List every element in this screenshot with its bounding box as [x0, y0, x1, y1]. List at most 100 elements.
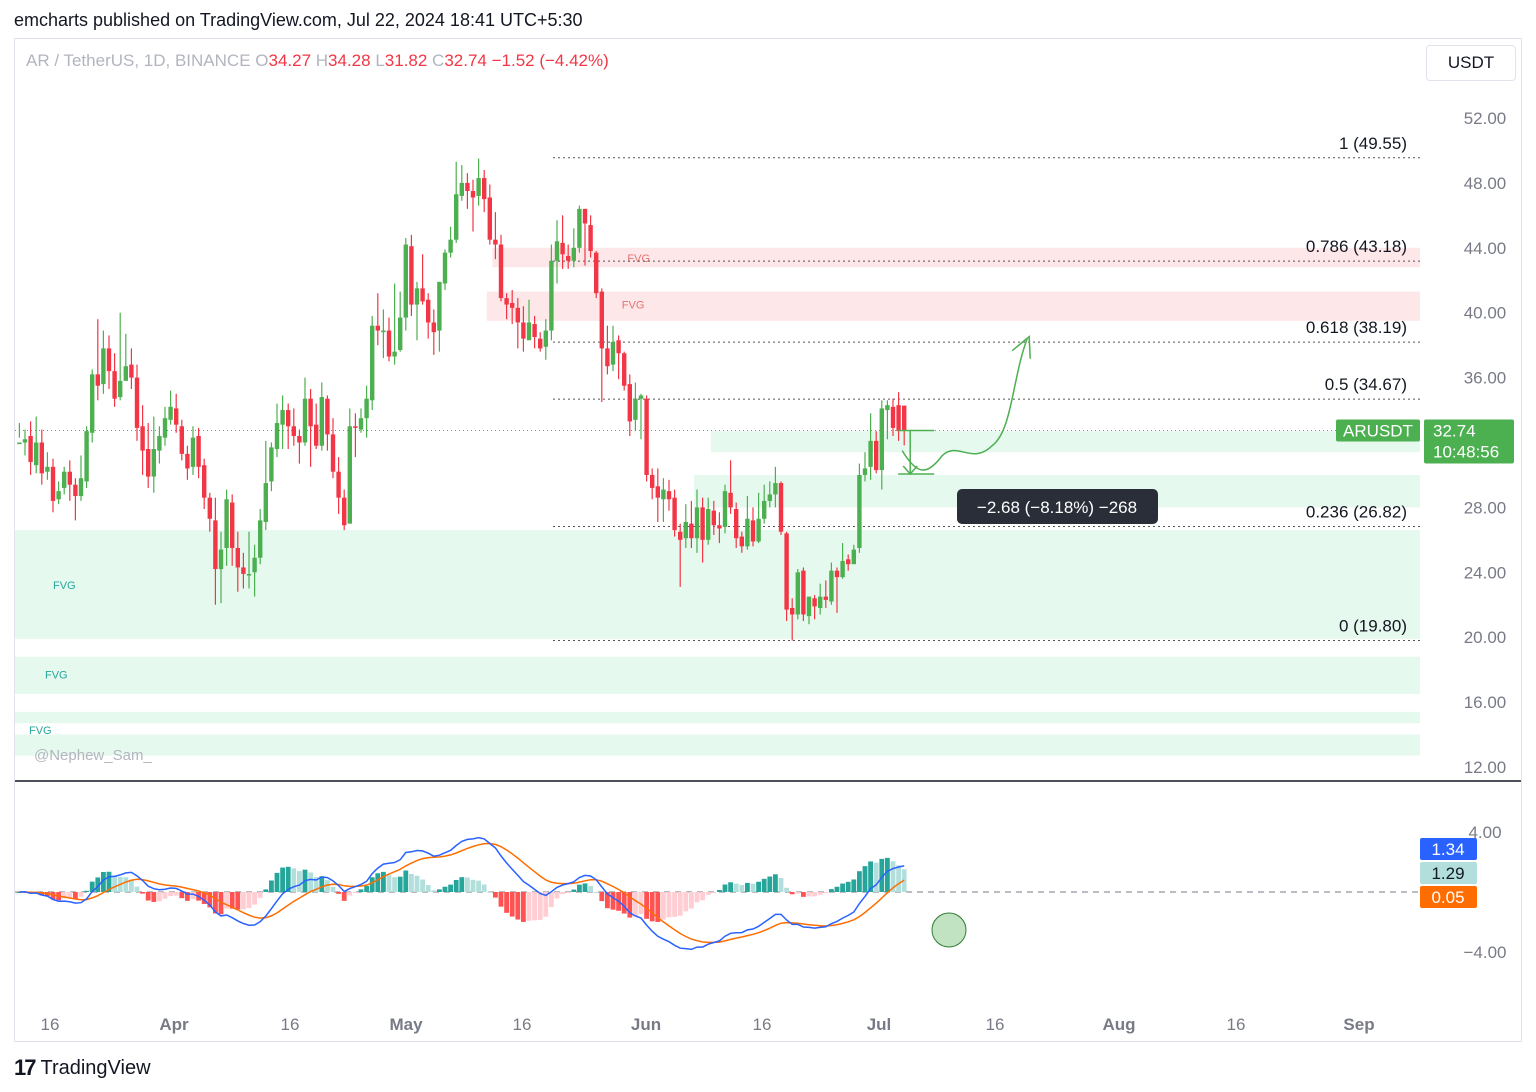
annotation-layer: −2.68 (−8.18%) −268: [898, 335, 1158, 524]
candle-body: [185, 453, 190, 469]
candle-body: [846, 559, 851, 565]
macd-histogram-bar: [582, 883, 588, 892]
candle-body: [381, 330, 386, 333]
candle-body: [168, 406, 173, 420]
candle-body: [146, 448, 151, 477]
candle-body: [409, 246, 414, 305]
macd-histogram-bar: [761, 878, 767, 892]
macd-histogram-bar: [705, 892, 711, 895]
candle-body: [722, 491, 728, 527]
candle-body: [50, 466, 56, 501]
macd-histogram-bar: [812, 892, 817, 897]
candle-body: [840, 560, 845, 578]
candle-body: [297, 436, 302, 443]
macd-histogram-bar: [728, 882, 733, 892]
macd-histogram-bar: [257, 892, 263, 898]
macd-histogram-bar: [364, 885, 369, 892]
macd-histogram-bar: [375, 873, 381, 892]
candle-body: [633, 398, 638, 420]
macd-histogram-bar: [89, 881, 95, 892]
macd-histogram-bar: [526, 892, 532, 921]
macd-histogram-bar: [297, 871, 302, 892]
macd-histogram-bar: [179, 892, 185, 899]
price-tick-label: 12.00: [1464, 758, 1507, 777]
price-tick-label: 36.00: [1464, 369, 1507, 388]
price-tick-label: 16.00: [1464, 693, 1507, 712]
candle-body: [56, 491, 61, 500]
macd-histogram-bar: [745, 882, 750, 892]
macd-histogram-bar: [515, 892, 521, 920]
legend-change: −1.52 (−4.42%): [492, 51, 609, 70]
macd-histogram-bar: [689, 892, 694, 909]
macd-histogram-bar: [829, 889, 834, 892]
fib-level-label: 0.618 (38.19): [1306, 318, 1407, 337]
fvg-zone: [486, 291, 1420, 321]
candle-body: [857, 474, 862, 548]
candle-body: [465, 182, 470, 192]
candle-body: [762, 500, 767, 519]
axis-layer: 52.0048.0044.0040.0036.0032.0028.0024.00…: [15, 109, 1521, 1034]
candle-body: [325, 398, 330, 435]
histogram-value-tag: [1420, 862, 1477, 884]
fvg-zone: [15, 734, 1420, 756]
candle-body: [123, 366, 128, 381]
candle-body: [398, 317, 403, 351]
macd-histogram-bar: [857, 871, 862, 892]
macd-histogram-bar: [733, 883, 739, 892]
candle-body: [330, 434, 336, 472]
macd-histogram-bar: [207, 892, 213, 908]
candle-body: [157, 436, 162, 451]
candle-body: [470, 191, 476, 198]
macd-histogram-bar: [700, 892, 705, 901]
candle-body: [230, 502, 235, 548]
macd-histogram-bar: [369, 877, 375, 892]
macd-histogram-bar: [330, 886, 336, 892]
candle-body: [22, 439, 28, 443]
fvg-zone: [15, 656, 1420, 694]
macd-histogram-bar: [784, 887, 789, 892]
candle-body: [353, 426, 358, 428]
candle-body: [678, 531, 683, 540]
candle-body: [532, 324, 537, 338]
candle-body: [364, 398, 369, 419]
candle-body: [258, 520, 263, 558]
time-tick-label: 16: [1227, 1015, 1246, 1034]
macd-histogram-bar: [78, 892, 84, 897]
macd-histogram-bar: [817, 892, 823, 895]
candle-body: [694, 507, 700, 539]
candle-body: [62, 471, 67, 488]
macd-histogram-bar: [112, 875, 117, 892]
unit-selector-button[interactable]: USDT: [1426, 45, 1516, 81]
macd-histogram-bar: [644, 892, 649, 919]
macd-histogram-bar: [532, 892, 537, 921]
candle-body: [431, 322, 436, 333]
candle-body: [795, 572, 800, 615]
candle-body: [151, 448, 156, 477]
candle-body: [280, 410, 285, 425]
macd-histogram-bar: [834, 886, 840, 892]
macd-histogram-bar: [403, 870, 409, 892]
macd-histogram-bar: [151, 892, 157, 902]
macd-histogram-bar: [621, 892, 627, 914]
fvg-label: FVG: [53, 580, 76, 592]
fvg-label: FVG: [622, 300, 645, 312]
macd-histogram-bar: [465, 877, 470, 892]
time-tick-label: 16: [513, 1015, 532, 1034]
candle-body: [420, 288, 425, 302]
macd-histogram-bar: [420, 879, 425, 892]
candle-body: [504, 298, 509, 305]
macd-histogram-bar: [661, 892, 666, 920]
macd-histogram-bar: [280, 867, 285, 892]
candle-body: [526, 322, 532, 341]
candle-body: [638, 395, 644, 399]
macd-value-tag: [1420, 838, 1477, 860]
candle-body: [571, 247, 576, 261]
candle-body: [246, 573, 252, 576]
macd-histogram-bar: [778, 877, 784, 892]
candle-body: [874, 440, 879, 471]
tradingview-logo[interactable]: 17 TradingView: [14, 1055, 151, 1081]
candle-body: [902, 405, 907, 431]
macd-histogram-bar: [577, 884, 582, 892]
macd-histogram-bar: [224, 892, 229, 909]
